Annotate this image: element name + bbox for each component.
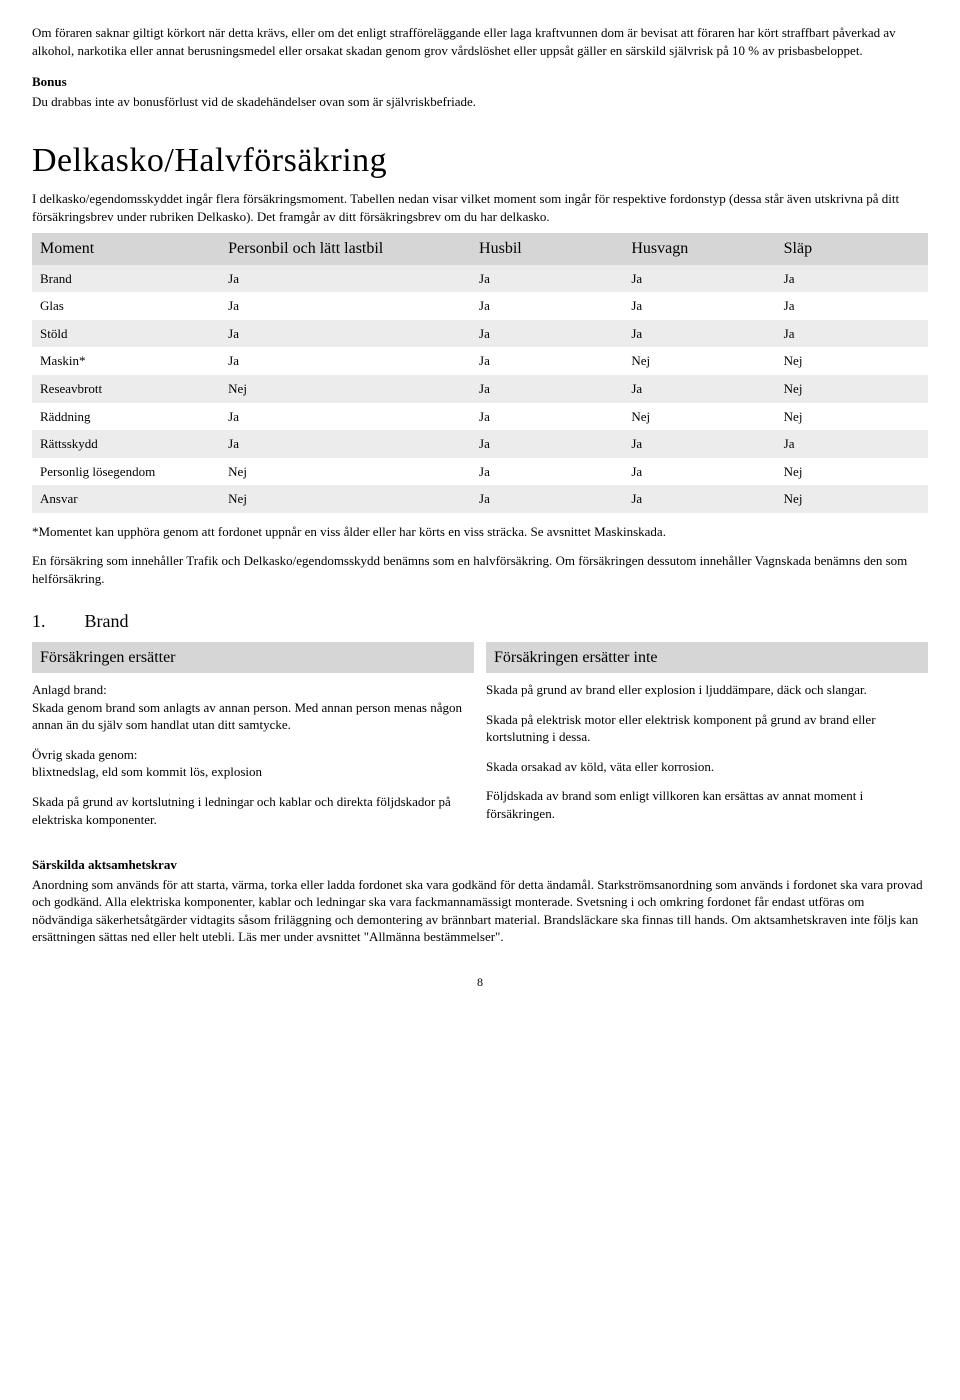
table-cell: Ja [776,320,928,348]
left-col-head: Försäkringen ersätter [32,642,474,674]
section-1-heading: 1. Brand [32,609,928,633]
table-cell: Räddning [32,403,220,431]
table-cell: Ja [471,320,623,348]
table-cell: Ja [471,403,623,431]
table-row: GlasJaJaJaJa [32,292,928,320]
table-cell: Ja [623,320,775,348]
table-cell: Ja [220,430,471,458]
table-cell: Ja [471,347,623,375]
main-intro: I delkasko/egendomsskyddet ingår flera f… [32,190,928,225]
left-p2-body: blixtnedslag, eld som kommit lös, explos… [32,764,262,779]
table-row: AnsvarNejJaJaNej [32,485,928,513]
footnote-1: *Momentet kan upphöra genom att fordonet… [32,523,928,541]
table-cell: Ja [220,347,471,375]
table-cell: Ja [623,265,775,293]
table-cell: Stöld [32,320,220,348]
th-personbil: Personbil och lätt lastbil [220,233,471,265]
table-cell: Nej [776,375,928,403]
brand-two-col: Försäkringen ersätter Anlagd brand: Skad… [32,642,928,840]
footnote-2: En försäkring som innehåller Trafik och … [32,552,928,587]
table-row: StöldJaJaJaJa [32,320,928,348]
table-cell: Nej [776,458,928,486]
table-cell: Nej [776,403,928,431]
table-cell: Ja [776,430,928,458]
section-title: Brand [85,611,129,631]
table-cell: Ja [471,292,623,320]
table-row: BrandJaJaJaJa [32,265,928,293]
table-cell: Ja [471,485,623,513]
left-p1-lead: Anlagd brand: [32,682,107,697]
table-cell: Glas [32,292,220,320]
aktsam-heading: Särskilda aktsamhetskrav [32,856,928,874]
table-cell: Ja [623,292,775,320]
table-cell: Nej [623,403,775,431]
table-cell: Ja [471,375,623,403]
main-heading: Delkasko/Halvförsäkring [32,138,928,184]
table-cell: Ja [623,458,775,486]
th-slap: Släp [776,233,928,265]
table-cell: Rättsskydd [32,430,220,458]
table-cell: Nej [623,347,775,375]
th-husbil: Husbil [471,233,623,265]
right-p2: Skada på elektrisk motor eller elektrisk… [486,711,928,746]
bonus-heading: Bonus [32,73,928,91]
th-husvagn: Husvagn [623,233,775,265]
left-p3: Skada på grund av kortslutning i ledning… [32,793,474,828]
table-cell: Brand [32,265,220,293]
table-cell: Ja [471,458,623,486]
right-p4: Följdskada av brand som enligt villkoren… [486,787,928,822]
right-col-body: Skada på grund av brand eller explosion … [486,681,928,822]
intro-para-1: Om föraren saknar giltigt körkort när de… [32,24,928,59]
table-cell: Nej [776,347,928,375]
table-cell: Reseavbrott [32,375,220,403]
left-col-body: Anlagd brand: Skada genom brand som anla… [32,681,474,828]
table-header-row: Moment Personbil och lätt lastbil Husbil… [32,233,928,265]
th-moment: Moment [32,233,220,265]
right-p1: Skada på grund av brand eller explosion … [486,681,928,699]
table-cell: Ja [471,265,623,293]
table-row: Personlig lösegendomNejJaJaNej [32,458,928,486]
table-cell: Nej [220,458,471,486]
table-body: BrandJaJaJaJaGlasJaJaJaJaStöldJaJaJaJaMa… [32,265,928,513]
table-cell: Ja [623,485,775,513]
right-col-head: Försäkringen ersätter inte [486,642,928,674]
table-row: RättsskyddJaJaJaJa [32,430,928,458]
left-column: Försäkringen ersätter Anlagd brand: Skad… [32,642,474,840]
table-cell: Ja [220,320,471,348]
right-p3: Skada orsakad av köld, väta eller korros… [486,758,928,776]
table-cell: Nej [220,485,471,513]
table-cell: Ja [776,265,928,293]
left-p2: Övrig skada genom: blixtnedslag, eld som… [32,746,474,781]
table-cell: Ja [220,265,471,293]
table-cell: Nej [776,485,928,513]
table-cell: Personlig lösegendom [32,458,220,486]
table-cell: Nej [220,375,471,403]
section-number: 1. [32,609,80,633]
bonus-para: Du drabbas inte av bonusförlust vid de s… [32,93,928,111]
table-row: ReseavbrottNejJaJaNej [32,375,928,403]
page-number: 8 [32,974,928,990]
aktsam-para: Anordning som används för att starta, vä… [32,876,928,946]
left-p1: Anlagd brand: Skada genom brand som anla… [32,681,474,734]
left-p2-lead: Övrig skada genom: [32,747,137,762]
table-cell: Ja [471,430,623,458]
table-row: RäddningJaJaNejNej [32,403,928,431]
table-cell: Ja [776,292,928,320]
moment-table: Moment Personbil och lätt lastbil Husbil… [32,233,928,513]
table-cell: Ja [220,403,471,431]
left-p1-body: Skada genom brand som anlagts av annan p… [32,700,462,733]
table-cell: Ja [623,430,775,458]
table-cell: Ja [220,292,471,320]
right-column: Försäkringen ersätter inte Skada på grun… [486,642,928,840]
table-cell: Ja [623,375,775,403]
table-row: Maskin*JaJaNejNej [32,347,928,375]
table-cell: Ansvar [32,485,220,513]
table-cell: Maskin* [32,347,220,375]
